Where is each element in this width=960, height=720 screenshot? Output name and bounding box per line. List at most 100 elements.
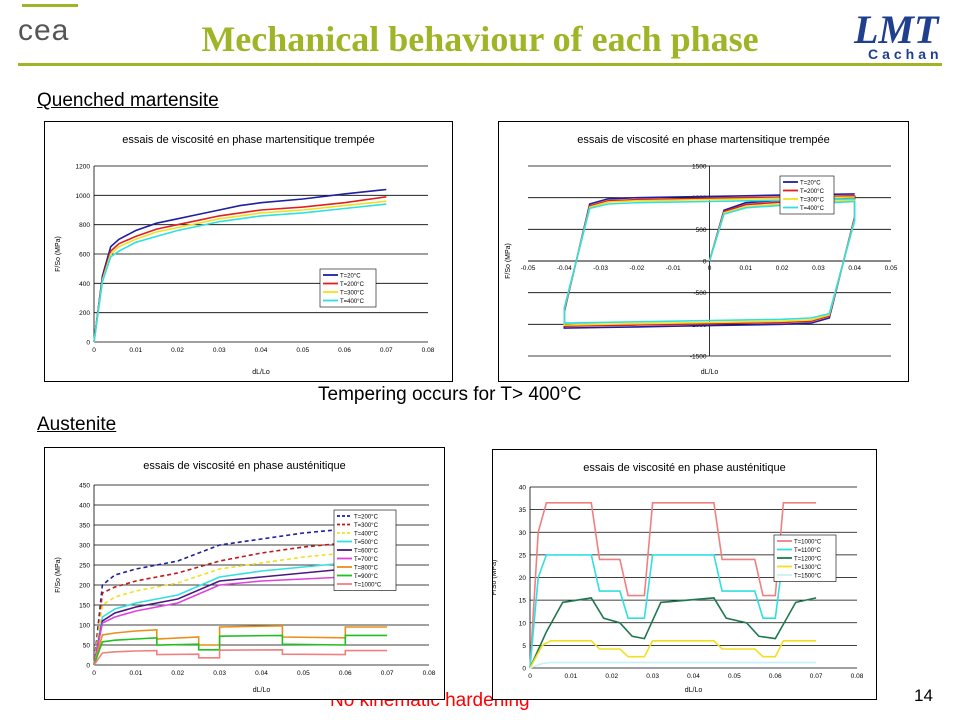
legend-label: T=900°C <box>354 574 379 580</box>
y-tick-label: 100 <box>79 623 90 630</box>
legend-label: T=20°C <box>340 273 361 279</box>
x-tick-label: 0.04 <box>255 347 268 354</box>
legend-label: T=1100°C <box>794 548 821 554</box>
chart-austenite-tension: essais de viscosité en phase austénitiqu… <box>44 447 445 700</box>
x-tick-label: 0.01 <box>129 347 142 354</box>
lmt-logo: LMT <box>854 7 939 52</box>
series-line-0 <box>93 188 387 343</box>
chart-title: essais de viscosité en phase austénitiqu… <box>583 462 785 474</box>
y-axis-label: F/So (MPa) <box>505 243 512 279</box>
x-tick-label: 0.07 <box>810 673 823 680</box>
x-tick-label: 0.04 <box>687 673 700 680</box>
legend-label: T=400°C <box>340 299 365 305</box>
y-tick-label: 1500 <box>692 164 707 171</box>
title-underline <box>18 63 942 66</box>
legend-label: T=1500°C <box>794 573 822 579</box>
chart-martensite-tension: essais de viscosité en phase martensitiq… <box>44 121 453 382</box>
legend-label: T=200°C <box>800 189 825 195</box>
tempering-note: Tempering occurs for T> 400°C <box>318 384 582 405</box>
y-tick-label: 400 <box>79 281 90 288</box>
y-tick-label: 1200 <box>76 164 91 171</box>
y-tick-label: 600 <box>79 252 90 259</box>
y-tick-label: 0 <box>86 340 90 347</box>
legend-label: T=200°C <box>354 514 379 520</box>
series-line-2 <box>93 200 387 343</box>
page-title: Mechanical behaviour of each phase <box>201 19 759 59</box>
section-label-martensite: Quenched martensite <box>37 90 219 111</box>
chart-austenite-cyclic: essais de viscosité en phase austénitiqu… <box>492 449 877 700</box>
legend-label: T=600°C <box>354 548 379 554</box>
x-tick-label: -0.04 <box>557 265 572 272</box>
y-axis-label: F/So (MPa) <box>55 557 62 593</box>
x-tick-label: 0.08 <box>423 670 436 677</box>
series-line-1 <box>529 554 817 669</box>
series-line-2 <box>529 597 817 669</box>
x-tick-label: 0.05 <box>297 670 310 677</box>
y-tick-label: 300 <box>79 543 90 550</box>
x-tick-label: 0 <box>708 265 712 272</box>
series-line-4 <box>529 661 817 669</box>
y-tick-label: -1500 <box>690 354 707 361</box>
legend-label: T=500°C <box>354 540 379 546</box>
x-tick-label: 0 <box>528 673 532 680</box>
y-tick-label: 40 <box>519 485 527 492</box>
x-tick-label: 0.02 <box>171 347 184 354</box>
x-tick-label: 0.06 <box>769 673 782 680</box>
legend-label: T=700°C <box>354 557 379 563</box>
cea-logo-bar <box>22 4 78 7</box>
cea-logo: cea <box>18 14 70 47</box>
chart-frame <box>44 121 453 382</box>
x-axis-label: dL/Lo <box>685 687 703 694</box>
y-tick-label: 10 <box>519 620 527 627</box>
x-tick-label: 0.05 <box>728 673 741 680</box>
x-tick-label: 0.03 <box>213 670 226 677</box>
x-tick-label: -0.01 <box>666 265 681 272</box>
y-tick-label: 50 <box>83 643 91 650</box>
y-tick-label: 1000 <box>76 193 91 200</box>
x-tick-label: 0.02 <box>776 265 789 272</box>
series-line-5 <box>93 574 388 666</box>
legend-label: T=300°C <box>800 197 825 203</box>
section-label-austenite: Austenite <box>37 414 117 435</box>
page-number: 14 <box>914 686 933 705</box>
legend-label: T=300°C <box>354 523 379 529</box>
y-tick-label: 250 <box>79 563 90 570</box>
chart-martensite-cyclic: essais de viscosité en phase martensitiq… <box>498 121 909 382</box>
lmt-logo-subtitle: Cachan <box>868 46 943 62</box>
x-tick-label: 0.01 <box>739 265 752 272</box>
x-tick-label: 0.04 <box>255 670 268 677</box>
x-tick-label: 0.08 <box>422 347 435 354</box>
y-tick-label: -500 <box>693 290 706 297</box>
y-tick-label: 500 <box>696 227 707 234</box>
y-axis-label: F/So (MPa) <box>492 560 498 596</box>
chart-title: essais de viscosité en phase martensitiq… <box>122 134 375 146</box>
series-line-1 <box>93 536 388 666</box>
x-tick-label: 0 <box>92 670 96 677</box>
y-axis-label: F/So (MPa) <box>55 236 62 272</box>
legend-label: T=400°C <box>800 206 825 212</box>
x-tick-label: 0.05 <box>885 265 898 272</box>
x-tick-label: 0.06 <box>338 347 351 354</box>
y-tick-label: 0 <box>522 666 526 673</box>
x-tick-label: 0.01 <box>565 673 578 680</box>
x-tick-label: 0.02 <box>171 670 184 677</box>
y-tick-label: 450 <box>79 483 90 490</box>
x-tick-label: 0.03 <box>812 265 825 272</box>
y-tick-label: 25 <box>519 552 527 559</box>
y-tick-label: 5 <box>522 643 526 650</box>
legend-label: T=300°C <box>340 290 365 296</box>
x-tick-label: 0 <box>92 347 96 354</box>
legend-label: T=1000°C <box>354 582 382 588</box>
x-tick-label: 0.07 <box>380 347 393 354</box>
legend-label: T=1000°C <box>794 539 822 545</box>
y-tick-label: 200 <box>79 310 90 317</box>
legend-label: T=1200°C <box>794 556 822 562</box>
y-tick-label: 200 <box>79 583 90 590</box>
x-tick-label: -0.05 <box>521 265 536 272</box>
legend-label: T=20°C <box>800 180 821 186</box>
y-tick-label: 0 <box>703 259 707 266</box>
series-line-4 <box>93 564 388 666</box>
x-tick-label: 0.03 <box>213 347 226 354</box>
y-tick-label: 15 <box>519 598 527 605</box>
x-tick-label: -0.03 <box>593 265 608 272</box>
